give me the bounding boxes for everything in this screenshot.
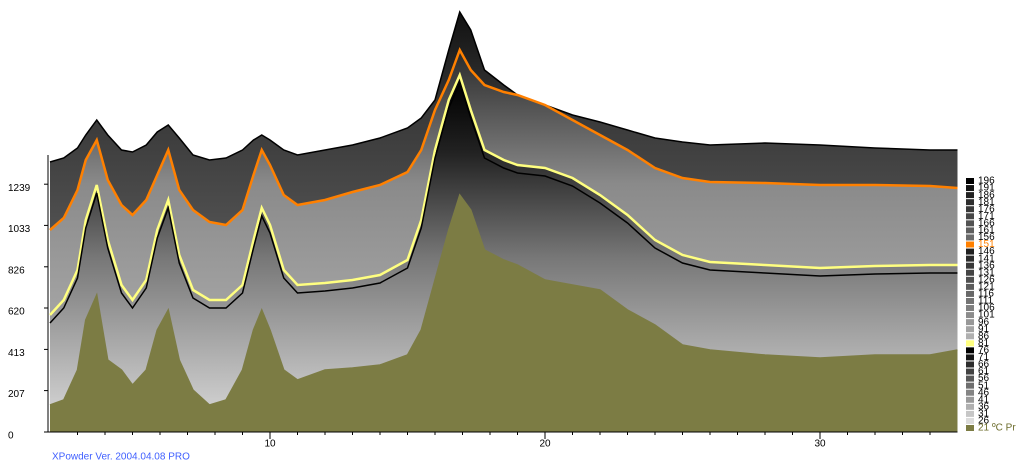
legend-label: 186: [978, 190, 995, 201]
legend-label: 106: [978, 303, 995, 314]
legend-swatch: [966, 283, 974, 290]
y-tick-label: 1033: [8, 224, 31, 235]
legend-swatch: [966, 262, 974, 269]
legend-label: 41: [978, 394, 990, 405]
legend-swatch: [966, 192, 974, 199]
legend-swatch: [966, 368, 974, 375]
legend-label: 166: [978, 218, 995, 229]
legend-label: 61: [978, 366, 990, 377]
legend-label: 146: [978, 246, 995, 257]
legend-label: 96: [978, 317, 990, 328]
series-line: [49, 193, 958, 406]
legend-label: 46: [978, 387, 990, 398]
legend-swatch: [966, 389, 974, 396]
legend-label: 171: [978, 211, 995, 222]
legend-label: 151: [978, 239, 995, 250]
y-tick-label: 413: [8, 348, 25, 359]
legend-label: 126: [978, 274, 995, 285]
legend-swatch: [966, 410, 974, 417]
legend-label: 21: [978, 423, 990, 434]
y-tick-label: 826: [8, 265, 25, 276]
legend-swatch: [966, 290, 974, 297]
legend-swatch: [966, 305, 974, 312]
series-area: [50, 83, 958, 432]
series-line: [49, 80, 958, 324]
legend-label: 136: [978, 260, 995, 271]
legend-label: 36: [978, 401, 990, 412]
legend-swatch: [966, 333, 974, 340]
legend-swatch: [966, 417, 974, 424]
legend-label: 121: [978, 281, 995, 292]
legend-label: 161: [978, 225, 995, 236]
legend-label: 101: [978, 310, 995, 321]
y-tick-label: 620: [8, 307, 25, 318]
series-line: [49, 46, 958, 231]
legend-swatch: [966, 220, 974, 227]
legend-label: 76: [978, 345, 990, 356]
legend-swatch: [966, 297, 974, 304]
legend-label: 191: [978, 183, 995, 194]
footer: XPowder Ver. 2004.04.08 PRO: [52, 452, 190, 463]
legend-swatch: [966, 375, 974, 382]
y-tick-label: 207: [8, 389, 25, 400]
legend-suffix: ºC Pr: [992, 423, 1016, 434]
legend-swatch: [966, 213, 974, 220]
legend-swatch: [966, 234, 974, 241]
legend-label: 81: [978, 338, 990, 349]
legend-label: 56: [978, 373, 990, 384]
legend-swatch: [966, 403, 974, 410]
legend-label: 91: [978, 324, 990, 335]
legend-label: 196: [978, 176, 995, 187]
legend-swatch: [966, 276, 974, 283]
legend-swatch: [966, 241, 974, 248]
legend-label: 86: [978, 331, 990, 342]
legend-swatch: [966, 185, 974, 192]
legend-label: 181: [978, 197, 995, 208]
legend-swatch: [966, 425, 974, 431]
legend-swatch: [966, 396, 974, 403]
legend-swatch: [966, 319, 974, 326]
series-line: [49, 10, 958, 163]
legend-label: 156: [978, 232, 995, 243]
x-tick-label: 20: [539, 439, 551, 450]
legend-label: 176: [978, 204, 995, 215]
legend-swatch: [966, 347, 974, 354]
legend-swatch: [966, 178, 974, 184]
legend-swatch: [966, 199, 974, 206]
legend-swatch: [966, 248, 974, 255]
x-tick-label: 30: [814, 439, 826, 450]
legend-swatch: [966, 227, 974, 234]
legend-label: 51: [978, 380, 990, 391]
legend-label: 116: [978, 289, 994, 300]
legend-label: 111: [978, 296, 994, 307]
y-tick-label: 0: [8, 431, 14, 442]
legend-swatch: [966, 361, 974, 368]
series-line: [49, 71, 958, 316]
legend-swatch: [966, 326, 974, 333]
legend-swatch: [966, 255, 974, 262]
legend-swatch: [966, 206, 974, 213]
legend-swatch: [966, 382, 974, 389]
legend-swatch: [966, 340, 974, 347]
legend-label: 71: [978, 352, 990, 363]
legend-swatch: [966, 354, 974, 361]
legend-label: 66: [978, 359, 990, 370]
series-area: [50, 195, 958, 432]
legend-label: 31: [978, 409, 990, 420]
legend-label: 26: [978, 416, 990, 427]
legend-label: 141: [978, 253, 995, 264]
legend-label: 131: [978, 267, 995, 278]
y-tick-label: 1239: [8, 183, 31, 194]
legend-swatch: [966, 269, 974, 276]
x-tick-label: 10: [264, 439, 276, 450]
legend-swatch: [966, 312, 974, 319]
